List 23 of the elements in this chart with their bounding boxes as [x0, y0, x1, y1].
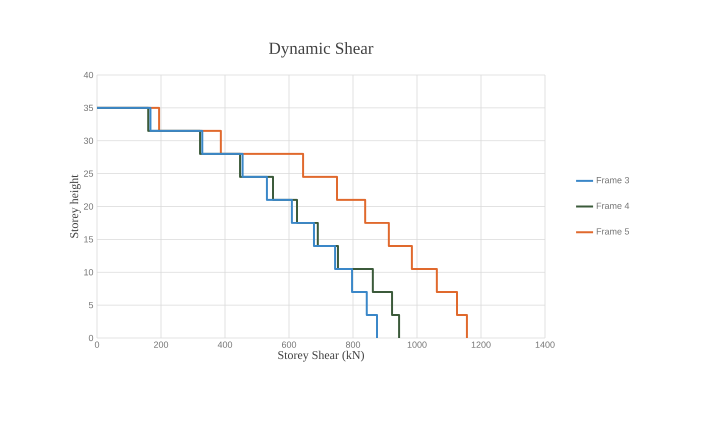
x-tick-label: 1000: [408, 342, 427, 348]
y-tick-label: 5: [88, 302, 94, 308]
y-tick-label: 20: [84, 203, 94, 210]
x-axis-title: Storey Shear (kN): [278, 350, 364, 362]
y-tick-label: 40: [84, 72, 94, 78]
y-tick-label: 10: [84, 269, 94, 276]
x-tick-label: 600: [282, 342, 296, 348]
x-tick-label: 1200: [472, 342, 491, 348]
y-tick-label: 0: [88, 334, 94, 342]
y-tick-label: 15: [84, 236, 94, 243]
y-tick-label: 35: [84, 104, 94, 112]
legend-label: Frame 4: [596, 202, 630, 209]
legend-label: Frame 5: [596, 228, 630, 235]
x-tick-label: 400: [218, 342, 232, 348]
chart-title: Dynamic Shear: [269, 42, 374, 58]
x-tick-label: 1400: [536, 342, 555, 348]
x-tick-label: 0: [94, 342, 100, 348]
y-tick-label: 30: [84, 138, 94, 144]
legend-label: Frame 3: [596, 176, 630, 184]
y-axis-title: Storey height: [70, 174, 81, 238]
x-tick-label: 800: [346, 342, 360, 348]
y-tick-label: 25: [84, 170, 94, 177]
x-tick-label: 200: [154, 342, 168, 348]
